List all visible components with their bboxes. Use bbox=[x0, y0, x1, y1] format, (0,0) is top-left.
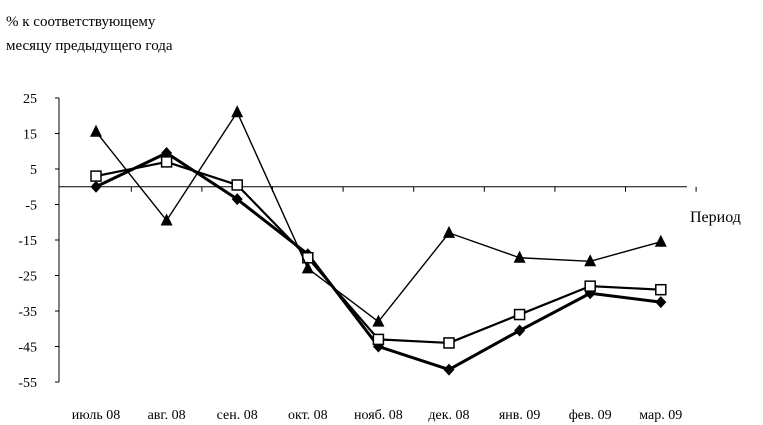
x-tick-label: янв. 09 bbox=[499, 408, 541, 423]
x-axis-label: Период bbox=[690, 209, 741, 226]
data-point-triangle bbox=[160, 213, 173, 226]
x-tick-label: сен. 08 bbox=[217, 408, 258, 423]
y-tick-label: -25 bbox=[18, 270, 37, 285]
x-tick-label: авг. 08 bbox=[148, 408, 186, 423]
y-tick-label: -45 bbox=[18, 341, 37, 356]
data-point-triangle bbox=[513, 250, 526, 263]
x-tick-label: дек. 08 bbox=[428, 408, 469, 423]
data-point-diamond bbox=[161, 147, 173, 160]
data-point-square bbox=[90, 170, 102, 182]
data-point-triangle bbox=[372, 314, 385, 327]
data-point-triangle bbox=[231, 105, 244, 118]
series-line bbox=[95, 111, 661, 323]
data-point-square bbox=[513, 308, 526, 321]
series-3 bbox=[90, 105, 667, 327]
series-group bbox=[90, 105, 667, 376]
data-point-triangle bbox=[301, 261, 314, 274]
data-point-triangle bbox=[443, 225, 455, 238]
data-point-triangle bbox=[654, 234, 667, 247]
y-tick-label: 5 bbox=[30, 163, 37, 178]
data-point-diamond bbox=[655, 296, 667, 309]
y-tick-label: -15 bbox=[18, 234, 37, 249]
y-axis-label-line-2: месяцу предыдущего года bbox=[6, 38, 173, 54]
series-2 bbox=[90, 156, 667, 349]
data-point-diamond bbox=[514, 324, 526, 337]
data-point-square bbox=[584, 280, 596, 292]
y-tick-label: 15 bbox=[23, 128, 37, 143]
data-point-diamond bbox=[443, 363, 455, 376]
y-tick-label: 25 bbox=[23, 92, 37, 107]
data-point-square bbox=[443, 337, 455, 349]
y-tick-label: -5 bbox=[25, 199, 37, 214]
data-point-triangle bbox=[584, 254, 597, 267]
axes bbox=[55, 97, 697, 383]
series-1 bbox=[90, 147, 667, 376]
data-point-square bbox=[231, 179, 243, 191]
y-tick-label: -35 bbox=[18, 305, 37, 320]
x-tick-label: мар. 09 bbox=[639, 408, 682, 423]
data-point-square bbox=[372, 333, 385, 346]
y-tick-label: -55 bbox=[18, 376, 37, 391]
data-point-diamond bbox=[90, 180, 102, 193]
tick-labels: 25 15 5 -5 -15 -25 -35 -45 -55 июль 08 авг. 08 сен.… bbox=[18, 92, 682, 423]
x-tick-label: нояб. 08 bbox=[354, 408, 403, 423]
data-point-triangle bbox=[90, 124, 102, 137]
x-tick-label: июль 08 bbox=[72, 408, 120, 423]
data-point-diamond bbox=[231, 193, 243, 206]
y-axis-label: % к соответствующему месяцу предыдущего … bbox=[6, 10, 173, 58]
data-point-square bbox=[655, 283, 667, 296]
x-tick-label: окт. 08 bbox=[288, 408, 328, 423]
y-axis-label-line-1: % к соответствующему bbox=[6, 14, 156, 30]
x-tick-label: фев. 09 bbox=[569, 408, 612, 423]
data-point-square bbox=[160, 156, 173, 168]
